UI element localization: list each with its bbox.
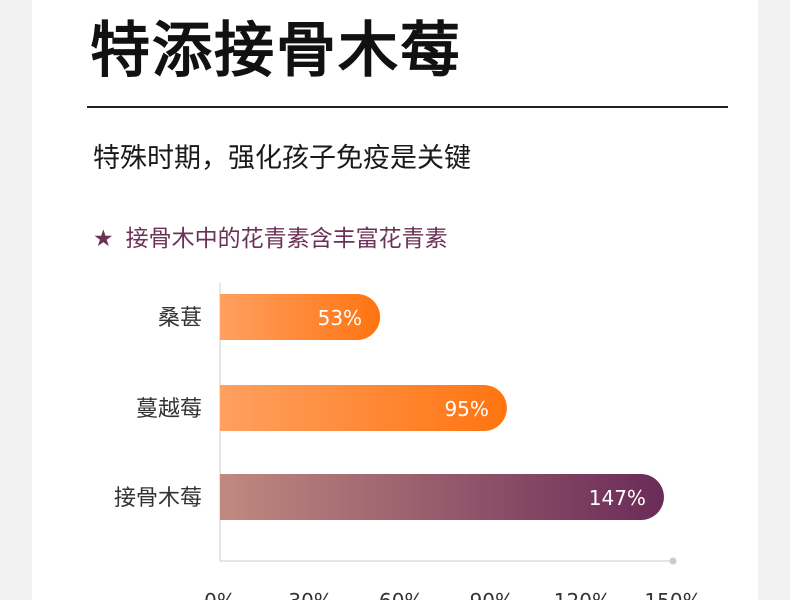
page-title: 特添接骨木莓 <box>90 16 462 86</box>
value-label: 147% <box>589 486 646 510</box>
x-tick-label: 120% <box>554 589 611 600</box>
value-label: 95% <box>444 397 488 421</box>
x-tick-label: 60% <box>379 589 423 600</box>
bar-2 <box>220 385 507 431</box>
x-tick-label: 0% <box>204 589 236 600</box>
x-tick-label: 30% <box>288 589 332 600</box>
x-tick-label: 90% <box>470 589 514 600</box>
page-subtitle: 特殊时期，强化孩子免疫是关键 <box>93 143 471 174</box>
category-label: 蔓越莓 <box>136 397 202 422</box>
category-label: 桑葚 <box>158 306 202 331</box>
x-tick-label: 150% <box>644 589 701 600</box>
bar-1 <box>220 294 381 340</box>
star-icon: ★ <box>93 226 114 252</box>
x-axis-end-dot <box>669 557 677 565</box>
title-divider <box>87 106 728 108</box>
section-heading-label: 接骨木中的花青素含丰富花青素 <box>125 226 448 252</box>
bar-3 <box>220 474 664 520</box>
section-heading: ★ 接骨木中的花青素含丰富花青素 <box>93 219 448 253</box>
value-label: 53% <box>318 306 362 330</box>
category-label: 接骨木莓 <box>114 486 202 511</box>
